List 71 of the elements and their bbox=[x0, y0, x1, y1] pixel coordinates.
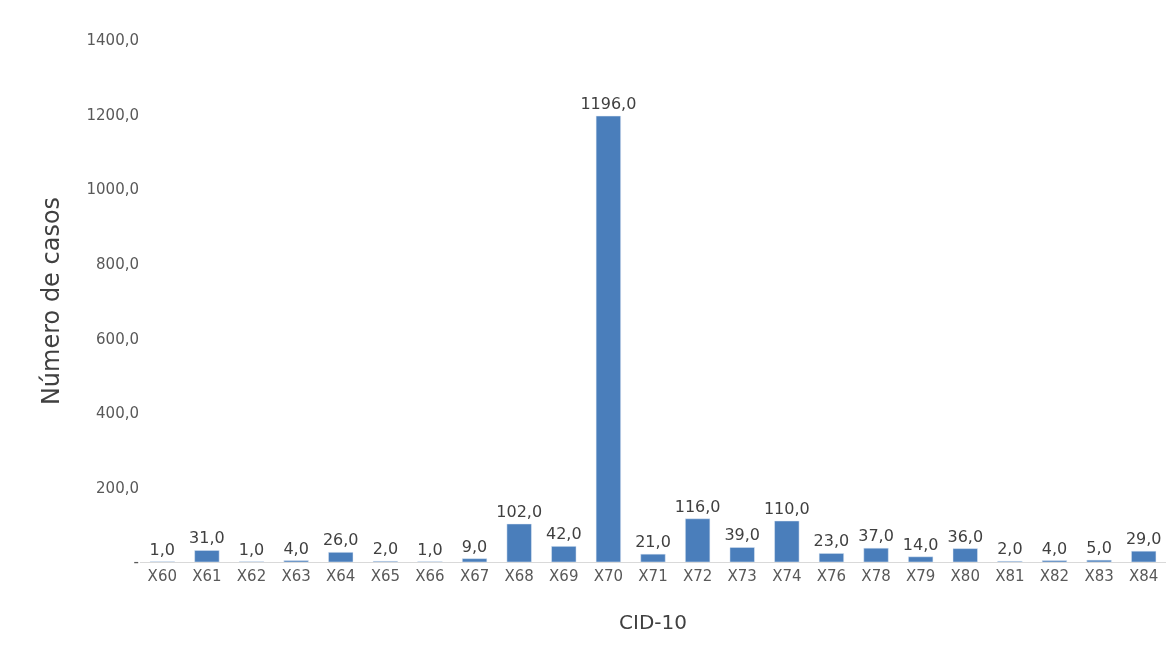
data-label: 29,0 bbox=[1125, 529, 1162, 549]
x-tick-label: X84 bbox=[1129, 567, 1159, 585]
y-tick-label: 1200,0 bbox=[86, 105, 139, 124]
data-label: 14,0 bbox=[902, 534, 939, 554]
x-tick-label: X63 bbox=[281, 567, 311, 585]
x-tick-label: X62 bbox=[236, 567, 267, 585]
x-tick-label: X61 bbox=[192, 567, 222, 585]
x-tick-label: X70 bbox=[593, 567, 624, 585]
data-label: 1,0 bbox=[238, 539, 265, 559]
bar bbox=[506, 523, 532, 562]
data-label: 116,0 bbox=[674, 496, 721, 516]
bar bbox=[952, 548, 978, 562]
x-tick-label: X66 bbox=[415, 567, 445, 585]
x-tick-label: X76 bbox=[816, 567, 847, 585]
data-label: 1196,0 bbox=[580, 94, 637, 114]
data-label: 26,0 bbox=[322, 530, 359, 550]
bar bbox=[595, 115, 621, 562]
y-tick-label: 200,0 bbox=[96, 478, 139, 497]
data-label: 37,0 bbox=[858, 526, 894, 546]
bar bbox=[462, 558, 488, 562]
bar bbox=[863, 547, 889, 562]
data-label: 39,0 bbox=[724, 525, 761, 545]
x-tick-label: X67 bbox=[459, 567, 490, 585]
data-label: 9,0 bbox=[461, 536, 488, 556]
data-label: 1,0 bbox=[149, 539, 176, 559]
x-tick-label: X79 bbox=[905, 567, 936, 585]
data-label: 102,0 bbox=[496, 501, 543, 521]
x-tick-label: X60 bbox=[147, 567, 177, 585]
x-tick-label: X74 bbox=[772, 567, 802, 585]
data-label: 31,0 bbox=[189, 528, 225, 548]
y-tick-label: 1400,0 bbox=[86, 31, 139, 50]
data-label: 110,0 bbox=[763, 498, 810, 518]
bar bbox=[818, 553, 844, 562]
x-tick-label: X64 bbox=[326, 567, 356, 585]
x-tick-label: X82 bbox=[1039, 567, 1070, 585]
x-tick-label: X72 bbox=[682, 567, 713, 585]
bar bbox=[640, 553, 666, 562]
data-label: 4,0 bbox=[283, 538, 309, 558]
x-tick-label: X81 bbox=[995, 567, 1025, 585]
data-label: 2,0 bbox=[372, 539, 399, 559]
bar bbox=[551, 546, 577, 562]
data-label: 1,0 bbox=[417, 539, 443, 559]
data-label: 36,0 bbox=[947, 526, 984, 546]
data-label: 42,0 bbox=[545, 524, 582, 544]
data-label: 23,0 bbox=[813, 531, 850, 551]
x-tick-label: X83 bbox=[1084, 567, 1114, 585]
bar bbox=[908, 556, 934, 562]
y-tick-label: 600,0 bbox=[96, 329, 139, 348]
y-axis-title: Número de casos bbox=[36, 196, 65, 406]
data-label: 5,0 bbox=[1086, 538, 1112, 558]
y-tick-label: 400,0 bbox=[96, 404, 139, 423]
bar bbox=[328, 552, 354, 562]
y-tick-label: 1000,0 bbox=[86, 180, 139, 199]
x-tick-label: X71 bbox=[638, 567, 668, 585]
x-tick-label: X80 bbox=[950, 567, 980, 585]
data-label: 4,0 bbox=[1041, 538, 1068, 558]
bar bbox=[194, 550, 220, 562]
y-tick-label: - bbox=[133, 553, 139, 572]
x-tick-label: X73 bbox=[727, 567, 757, 585]
bar bbox=[774, 520, 800, 562]
data-label: 2,0 bbox=[997, 539, 1023, 559]
y-tick-label: 800,0 bbox=[96, 254, 139, 273]
data-label: 21,0 bbox=[635, 532, 671, 552]
bar bbox=[729, 547, 755, 562]
x-tick-label: X68 bbox=[504, 567, 534, 585]
x-tick-label: X65 bbox=[370, 567, 401, 585]
bar bbox=[1131, 550, 1157, 562]
x-axis-title: CID-10 bbox=[619, 609, 687, 634]
x-tick-label: X69 bbox=[549, 567, 579, 585]
bar bbox=[685, 518, 711, 562]
x-tick-label: X78 bbox=[861, 567, 891, 585]
